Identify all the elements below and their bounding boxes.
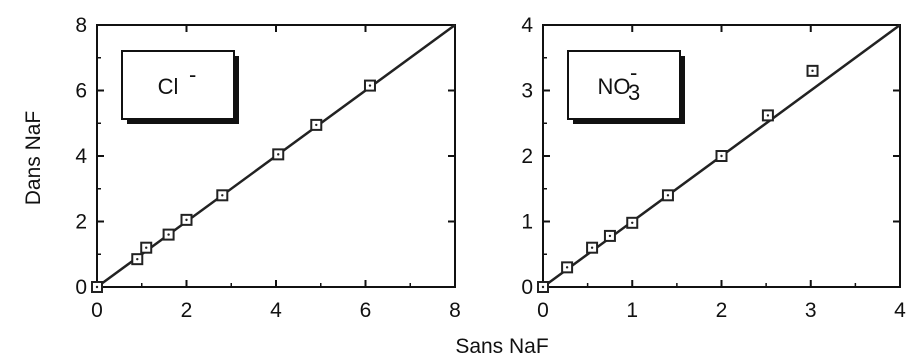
x-tick-label: 8 — [449, 299, 461, 322]
data-point-center — [766, 114, 770, 117]
x-tick-label: 0 — [537, 299, 549, 322]
y-tick-label: 2 — [75, 211, 87, 234]
data-point-center — [136, 257, 139, 261]
data-point-center — [590, 246, 594, 249]
x-tick-label: 6 — [360, 299, 372, 322]
data-point-center — [666, 194, 670, 197]
chart-panel-chloride: 0 2 4 6 8 0 2 4 6 8 Cl - — [75, 14, 461, 322]
ion-superscript: - — [630, 60, 637, 85]
y-tick-label: 4 — [75, 145, 87, 168]
data-point-center — [720, 154, 723, 158]
data-point-center — [185, 218, 188, 222]
data-point-center — [368, 84, 372, 87]
data-point-center — [221, 194, 224, 197]
ion-label: NO — [598, 74, 631, 99]
x-tick-label: 4 — [894, 299, 906, 322]
ion-subscript: 3 — [628, 80, 640, 105]
y-tick-label: 4 — [521, 14, 533, 37]
x-tick-label: 2 — [181, 299, 193, 322]
data-point-center — [541, 285, 545, 289]
y-axis-title: Dans NaF — [22, 111, 45, 206]
y-tick-label: 6 — [75, 80, 87, 103]
data-point-center — [811, 69, 814, 73]
x-tick-label: 2 — [716, 299, 728, 322]
data-point-center — [608, 234, 612, 238]
y-tick-label: 8 — [75, 14, 87, 37]
x-tick-label: 4 — [270, 299, 282, 322]
data-point-center — [145, 246, 148, 249]
data-point-center — [565, 266, 569, 269]
y-tick-label: 2 — [521, 145, 533, 168]
x-axis-title: Sans NaF — [455, 335, 548, 358]
y-tick-label: 0 — [521, 276, 533, 299]
data-point-center — [167, 233, 170, 236]
data-point-center — [95, 285, 99, 289]
legend-box — [121, 50, 235, 120]
x-tick-label: 3 — [805, 299, 817, 322]
ion-superscript: - — [189, 62, 196, 87]
y-tick-label: 1 — [521, 211, 533, 234]
y-tick-label: 0 — [75, 276, 87, 299]
data-point-center — [315, 123, 318, 127]
legend-box — [567, 50, 681, 120]
x-tick-label: 1 — [626, 299, 638, 322]
data-point-center — [631, 221, 634, 225]
x-tick-label: 0 — [91, 299, 103, 322]
ion-label: Cl — [158, 74, 179, 99]
data-point-center — [277, 153, 280, 156]
y-tick-label: 3 — [521, 80, 533, 103]
